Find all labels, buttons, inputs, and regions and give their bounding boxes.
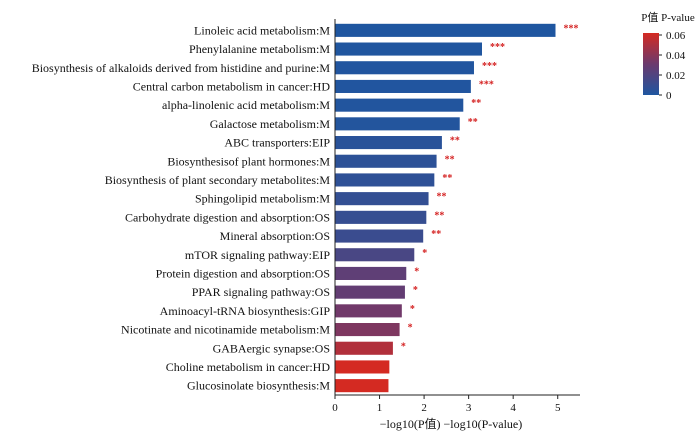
- category-label: Linoleic acid metabolism:M: [194, 23, 330, 37]
- bar: [335, 192, 429, 206]
- bar: [335, 341, 393, 355]
- category-label: Protein digestion and absorption:OS: [156, 266, 330, 280]
- category-label: Nicotinate and nicotinamide metabolism:M: [121, 323, 330, 337]
- bar: [335, 136, 442, 150]
- bar: [335, 248, 415, 262]
- significance-marker: **: [434, 210, 444, 221]
- category-labels: Linoleic acid metabolism:M Phenylalanine …: [32, 23, 331, 392]
- significance-marker: **: [471, 98, 481, 109]
- bar: [335, 98, 464, 112]
- significance-marker: ***: [564, 23, 579, 34]
- category-label: Biosynthesis of alkaloids derived from h…: [32, 61, 331, 75]
- bar: [335, 323, 400, 337]
- significance-marker: ***: [479, 79, 494, 90]
- legend-title: P值 P-value: [641, 11, 695, 24]
- legend-colorbar: [643, 33, 659, 95]
- color-legend: P值 P-value 0.06 0.04 0.02 0: [641, 11, 695, 102]
- category-label: GABAergic synapse:OS: [213, 341, 330, 355]
- category-label: Galactose metabolism:M: [210, 117, 331, 131]
- category-label: Sphingolipid metabolism:M: [195, 192, 330, 206]
- bar: [335, 285, 405, 299]
- significance-marker: *: [422, 248, 427, 259]
- category-label: Carbohydrate digestion and absorption:OS: [125, 210, 330, 224]
- bar: [335, 173, 435, 187]
- bar: [335, 42, 482, 56]
- legend-tick-label: 0.04: [666, 50, 686, 62]
- bar: [335, 379, 389, 393]
- category-label: alpha-linolenic acid metabolism:M: [162, 98, 330, 112]
- category-label: Central carbon metabolism in cancer:HD: [133, 79, 331, 93]
- x-tick-label: 5: [555, 402, 561, 414]
- category-label: Mineral absorption:OS: [220, 229, 330, 243]
- x-tick-label: 0: [332, 402, 338, 414]
- category-label: PPAR signaling pathway:OS: [192, 285, 330, 299]
- bar: [335, 23, 556, 37]
- significance-marker: *: [408, 323, 413, 334]
- bars-layer: [335, 23, 556, 393]
- significance-marker: *: [414, 266, 419, 277]
- significance-marker: ***: [482, 61, 497, 72]
- category-label: mTOR signaling pathway:EIP: [185, 248, 330, 262]
- x-tick-label: 2: [421, 402, 427, 414]
- category-label: Glucosinolate biosynthesis:M: [187, 379, 330, 393]
- significance-marker: **: [431, 229, 441, 240]
- legend-ticks: 0.06 0.04 0.02 0: [659, 30, 686, 102]
- category-label: Aminoacyl-tRNA biosynthesis:GIP: [160, 304, 331, 318]
- significance-marker: *: [410, 304, 415, 315]
- bar: [335, 117, 460, 131]
- bar: [335, 210, 427, 224]
- bar: [335, 360, 390, 374]
- x-tick-label: 1: [377, 402, 383, 414]
- significance-marker: **: [442, 173, 452, 184]
- category-label: Biosynthesis of plant secondary metaboli…: [105, 173, 331, 187]
- x-axis-label: −log10(P值) −log10(P-value): [380, 416, 523, 431]
- legend-tick-label: 0.06: [666, 30, 686, 42]
- significance-marker: **: [437, 192, 447, 203]
- x-axis: 0 1 2 3 4 5: [332, 19, 580, 414]
- significance-marker: **: [450, 136, 460, 147]
- legend-tick-label: 0: [666, 90, 672, 102]
- significance-marker: ***: [490, 42, 505, 53]
- category-label: ABC transporters:EIP: [224, 136, 330, 150]
- bar: [335, 61, 474, 75]
- significance-marker: *: [413, 285, 418, 296]
- significance-marker: *: [401, 341, 406, 352]
- significance-marker: **: [468, 117, 478, 128]
- bar: [335, 79, 471, 93]
- category-label: Biosynthesisof plant hormones:M: [167, 154, 330, 168]
- legend-tick-label: 0.02: [666, 70, 685, 82]
- x-tick-label: 3: [466, 402, 472, 414]
- category-label: Phenylalanine metabolism:M: [189, 42, 330, 56]
- category-label: Choline metabolism in cancer:HD: [166, 360, 331, 374]
- bar: [335, 229, 424, 243]
- significance-marker: **: [445, 154, 455, 165]
- x-tick-label: 4: [510, 402, 516, 414]
- bar: [335, 154, 437, 168]
- bar: [335, 266, 407, 280]
- significance-markers: **********************************: [401, 23, 579, 352]
- bar: [335, 304, 402, 318]
